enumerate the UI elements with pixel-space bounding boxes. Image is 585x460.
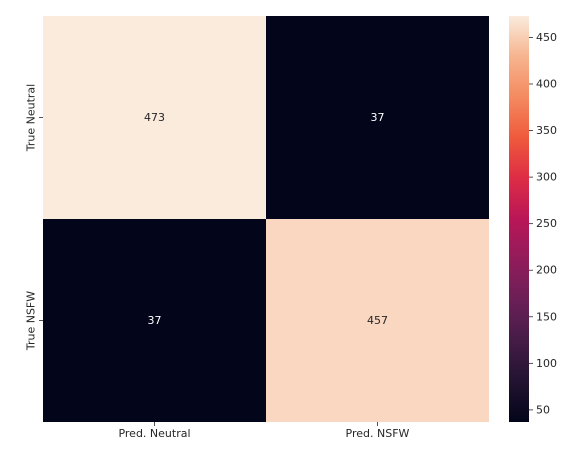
heatmap-cell-0-1 <box>266 16 489 219</box>
colorbar <box>509 16 529 422</box>
colorbar-tick-label-8: 450 <box>536 31 557 44</box>
y-tick-label-0: True Neutral <box>25 84 38 152</box>
colorbar-tick-label-2: 150 <box>536 310 557 323</box>
cell-annotations: 473 37 37 457 <box>144 111 388 327</box>
heatmap-cell-0-0 <box>43 16 266 219</box>
x-tick-label-1: Pred. NSFW <box>346 427 410 440</box>
colorbar-tick-label-5: 300 <box>536 171 557 184</box>
colorbar-tick-label-4: 250 <box>536 217 557 230</box>
y-axis-ticks: True Neutral True NSFW <box>25 84 43 351</box>
colorbar-tick-label-1: 100 <box>536 357 557 370</box>
colorbar-ticks: 50 100 150 200 250 300 350 400 450 <box>529 31 557 416</box>
x-axis-ticks: Pred. Neutral Pred. NSFW <box>118 422 410 440</box>
cell-value-1-0: 37 <box>148 314 162 327</box>
cell-value-0-0: 473 <box>144 111 165 124</box>
colorbar-tick-label-6: 350 <box>536 124 557 137</box>
cell-value-0-1: 37 <box>371 111 385 124</box>
x-tick-label-0: Pred. Neutral <box>118 427 190 440</box>
colorbar-tick-label-3: 200 <box>536 264 557 277</box>
heatmap-cell-1-0 <box>43 219 266 422</box>
y-tick-label-1: True NSFW <box>25 291 38 351</box>
colorbar-tick-label-7: 400 <box>536 77 557 90</box>
heatmap-cell-1-1 <box>266 219 489 422</box>
cell-value-1-1: 457 <box>367 314 388 327</box>
heatmap-cells <box>43 16 489 422</box>
colorbar-tick-label-0: 50 <box>536 403 550 416</box>
